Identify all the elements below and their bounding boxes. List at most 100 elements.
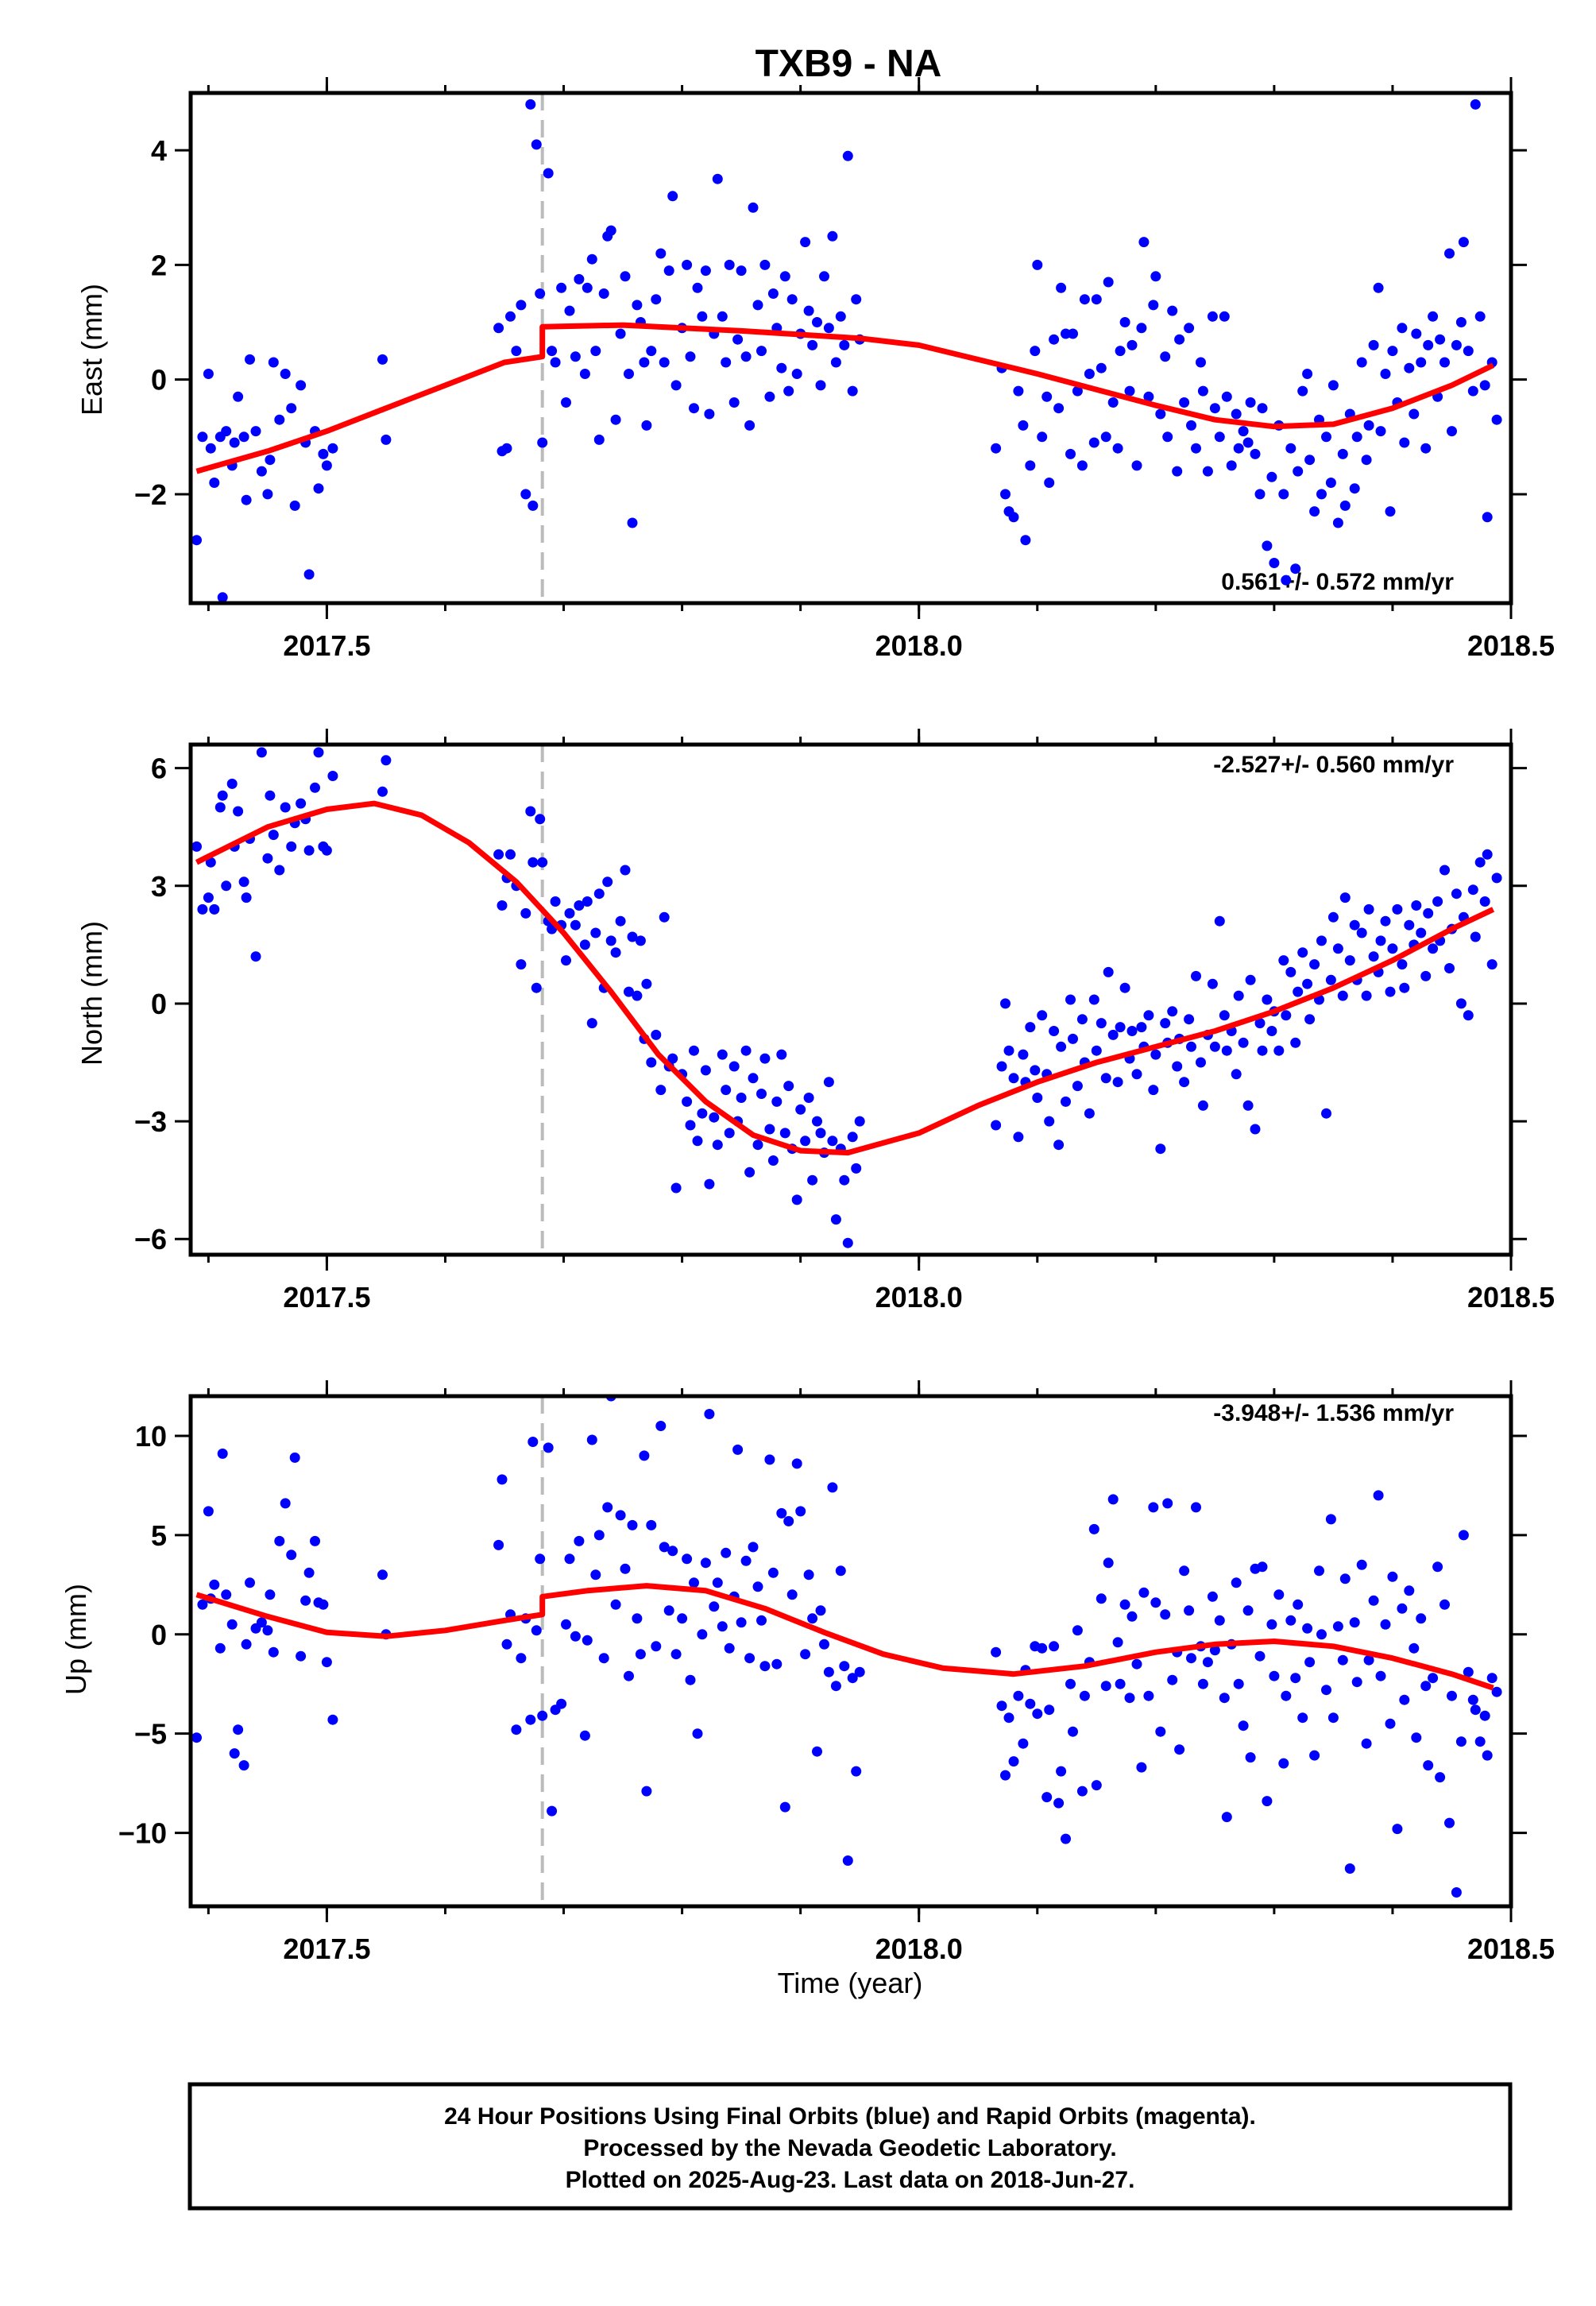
data-point xyxy=(1209,1041,1220,1052)
data-point xyxy=(1100,1073,1111,1084)
data-point xyxy=(1327,380,1339,391)
data-point xyxy=(1463,346,1474,357)
data-point xyxy=(670,1649,682,1660)
data-point xyxy=(748,1542,759,1553)
east-y-axis-label: East (mm) xyxy=(75,284,108,416)
data-point xyxy=(1096,1593,1107,1604)
data-point xyxy=(1399,1694,1410,1705)
data-point xyxy=(527,857,539,868)
data-point xyxy=(605,935,616,946)
data-point xyxy=(807,1613,818,1624)
data-point xyxy=(1356,927,1367,938)
data-point xyxy=(1079,294,1090,305)
data-point xyxy=(1444,248,1455,259)
data-point xyxy=(262,489,273,500)
data-point xyxy=(1262,994,1273,1005)
data-point xyxy=(1136,323,1147,334)
data-point xyxy=(321,460,332,471)
data-point xyxy=(1278,489,1289,500)
data-point xyxy=(1428,311,1439,322)
data-point xyxy=(1231,408,1242,420)
data-point xyxy=(839,1174,850,1186)
data-point xyxy=(1160,351,1171,362)
data-point xyxy=(1124,385,1135,397)
data-point xyxy=(497,900,508,911)
data-point xyxy=(776,362,787,373)
data-point xyxy=(1119,1599,1130,1610)
data-point xyxy=(582,896,593,907)
data-point xyxy=(827,1136,838,1147)
data-point xyxy=(1056,1766,1067,1777)
data-point xyxy=(717,311,728,322)
data-point xyxy=(1368,1595,1379,1606)
data-point xyxy=(1447,426,1457,437)
data-point xyxy=(300,1595,311,1606)
data-point xyxy=(1041,1792,1053,1803)
data-point xyxy=(1420,970,1432,981)
data-point xyxy=(740,1045,752,1056)
data-point xyxy=(245,354,255,365)
data-point xyxy=(700,1557,711,1569)
data-point xyxy=(280,369,291,379)
data-point xyxy=(286,1550,297,1561)
data-point xyxy=(1115,1678,1126,1689)
data-point xyxy=(1018,420,1029,431)
data-point xyxy=(221,426,232,437)
data-point xyxy=(1025,1698,1036,1709)
data-point xyxy=(1486,959,1497,970)
data-point xyxy=(1455,317,1467,327)
x-tick-label: 2018.0 xyxy=(875,1281,963,1314)
data-point xyxy=(1254,489,1266,500)
data-point xyxy=(1056,282,1067,293)
data-point xyxy=(1444,1817,1455,1828)
data-point xyxy=(550,896,561,907)
up-panel: Up (mm) -3.948+/- 1.536 mm/yr 2017.5 2018… xyxy=(60,1380,1555,1965)
data-point xyxy=(531,1625,542,1636)
data-point xyxy=(791,1194,802,1205)
data-point xyxy=(786,1589,798,1600)
data-point xyxy=(759,259,771,270)
data-point xyxy=(250,951,261,962)
x-tick-label: 2018.0 xyxy=(875,629,963,662)
y-tick-label: 0 xyxy=(151,364,167,397)
data-point xyxy=(1088,994,1099,1005)
data-point xyxy=(1209,1645,1220,1656)
data-point xyxy=(1404,1585,1415,1596)
data-point xyxy=(1479,896,1490,907)
data-point xyxy=(1309,506,1320,517)
data-point xyxy=(1214,1615,1225,1626)
data-point xyxy=(1309,1750,1320,1761)
data-point xyxy=(615,328,626,339)
data-point xyxy=(1049,1026,1060,1036)
data-point xyxy=(318,1599,329,1610)
data-point xyxy=(586,1018,597,1029)
x-tick-label: 2017.5 xyxy=(283,1281,370,1314)
data-point xyxy=(1316,935,1327,946)
data-point xyxy=(527,500,539,511)
data-point xyxy=(717,1049,728,1060)
data-point xyxy=(256,466,267,477)
data-point xyxy=(620,271,631,282)
data-point xyxy=(1242,1100,1254,1111)
data-point xyxy=(655,1421,667,1431)
data-point xyxy=(704,408,715,420)
data-point xyxy=(268,1646,279,1658)
data-point xyxy=(646,346,657,357)
data-point xyxy=(1375,935,1386,946)
data-point xyxy=(598,1653,609,1664)
data-point xyxy=(280,802,291,813)
data-point xyxy=(1000,1770,1011,1781)
data-point xyxy=(1091,1780,1102,1791)
data-point xyxy=(1297,385,1308,397)
data-point xyxy=(682,1553,693,1565)
data-point xyxy=(1361,1738,1372,1749)
data-point xyxy=(624,1670,634,1681)
data-point xyxy=(1363,903,1374,915)
data-point xyxy=(800,237,811,248)
data-point xyxy=(659,1542,670,1553)
data-point xyxy=(1321,1108,1331,1119)
data-point xyxy=(1356,1559,1367,1570)
data-point xyxy=(327,771,338,781)
data-point xyxy=(1197,385,1208,397)
data-point xyxy=(704,1409,715,1419)
